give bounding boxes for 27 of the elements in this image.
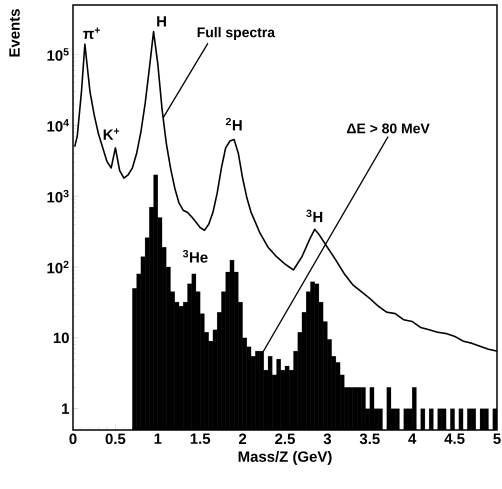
x-tick-label: 4 xyxy=(408,434,416,444)
annotation: Full spectra xyxy=(198,27,276,40)
annotation: $^{3}$H xyxy=(306,210,322,222)
y-tick-label: 10$^{5}$ xyxy=(47,48,69,61)
x-tick-label: 3.5 xyxy=(360,434,380,444)
x-tick-label: 1 xyxy=(154,434,162,444)
x-axis-title: Mass/Z (GeV) xyxy=(238,450,332,465)
x-tick-label: 3 xyxy=(324,434,332,444)
x-tick-label: 0 xyxy=(69,434,77,444)
y-axis-title: Events xyxy=(9,9,20,57)
annotation: ΔE > 80 MeV xyxy=(347,123,430,134)
y-tick-label: 1 xyxy=(62,404,70,414)
x-tick-label: 2.5 xyxy=(275,434,295,444)
x-tick-label: 5 xyxy=(493,434,501,444)
annotation: K$^{+}$ xyxy=(104,128,120,140)
x-tick-label: 0.5 xyxy=(106,434,126,444)
annotation: H xyxy=(157,16,166,26)
y-tick-label: 10$^{4}$ xyxy=(47,119,69,132)
x-tick-label: 1.5 xyxy=(190,434,210,444)
x-tick-label: 2 xyxy=(238,434,246,444)
x-tick-label: 4.5 xyxy=(444,434,465,444)
annotation: $^{2}$H xyxy=(226,118,242,130)
annotation: π$^{+}$ xyxy=(83,27,100,39)
y-tick-label: 10$^{2}$ xyxy=(47,260,69,274)
y-tick-label: 10 xyxy=(54,332,69,344)
annotation: $^{3}$He xyxy=(182,250,208,263)
y-tick-label: 10$^{3}$ xyxy=(47,190,69,202)
